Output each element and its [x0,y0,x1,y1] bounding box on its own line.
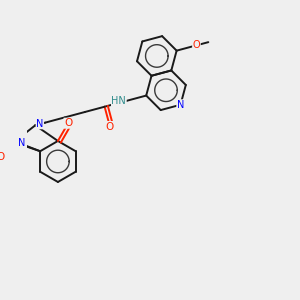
Text: N: N [177,100,184,110]
Text: O: O [0,152,5,162]
Text: HN: HN [112,96,126,106]
Text: O: O [64,118,72,128]
Text: O: O [106,122,114,131]
Text: O: O [193,40,200,50]
Text: N: N [19,138,26,148]
Text: N: N [36,119,44,129]
